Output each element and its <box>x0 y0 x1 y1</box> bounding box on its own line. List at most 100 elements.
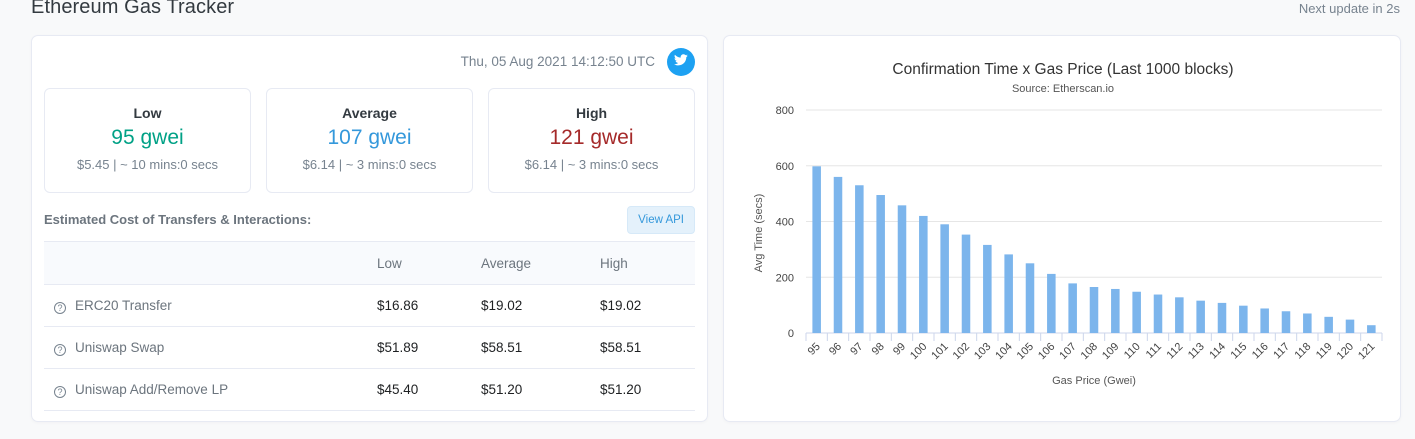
cell-low: $45.40 <box>377 368 481 411</box>
table-row: ? Uniswap Swap $51.89 $58.51 $58.51 <box>44 326 695 369</box>
column-header-low: Low <box>377 241 481 285</box>
column-header-name <box>44 241 377 285</box>
chart-bar[interactable] <box>897 205 907 333</box>
gas-low-value: 95 gwei <box>111 126 184 149</box>
chart-y-tick-label: 400 <box>776 217 794 229</box>
chart-x-tick-label: 103 <box>972 341 993 362</box>
chart-bar[interactable] <box>1047 273 1056 333</box>
chart-x-tick-label: 116 <box>1250 341 1271 362</box>
table-header-row: Low Average High <box>44 241 695 285</box>
chart-bar[interactable] <box>1324 316 1333 333</box>
gas-high-label: High <box>575 105 608 121</box>
chart-x-tick-label: 110 <box>1122 341 1143 362</box>
chart-bar[interactable] <box>1260 308 1269 333</box>
chart-bar[interactable] <box>1367 325 1376 333</box>
chart-x-tick-label: 111 <box>1144 341 1164 361</box>
chart-x-tick-label: 107 <box>1057 341 1078 362</box>
gas-average-value: 107 gwei <box>327 126 412 149</box>
question-circle-icon[interactable]: ? <box>54 301 66 314</box>
cell-high: $58.51 <box>600 326 695 369</box>
cost-section-title: Estimated Cost of Transfers & Interactio… <box>44 212 312 227</box>
gas-low-label: Low <box>133 105 162 121</box>
cell-low: $16.86 <box>377 284 481 327</box>
column-header-high: High <box>600 241 695 285</box>
chart-x-axis-label: Gas Price (Gwei) <box>1052 375 1136 387</box>
chart-bar[interactable] <box>833 176 843 333</box>
next-update-text: Next update in 2s <box>1298 1 1400 16</box>
gas-average-sub: $6.14 | ~ 3 mins:0 secs <box>302 157 437 172</box>
chart-bar[interactable] <box>983 244 992 333</box>
chart-x-tick-label: 112 <box>1165 341 1186 362</box>
chart-bar[interactable] <box>1004 254 1013 333</box>
chart-y-tick-label: 200 <box>776 272 794 284</box>
chart-subtitle: Source: Etherscan.io <box>1012 83 1114 95</box>
chart-bar[interactable] <box>1217 302 1227 333</box>
chart-x-tick-label: 95 <box>806 341 823 358</box>
row-name: Uniswap Swap <box>75 339 165 355</box>
gas-chart: Confirmation Time x Gas Price (Last 1000… <box>753 61 1383 387</box>
cell-average: $19.02 <box>481 284 600 327</box>
chart-x-tick-label: 108 <box>1079 341 1100 362</box>
chart-bar[interactable] <box>1303 313 1312 333</box>
chart-x-tick-label: 105 <box>1015 341 1036 362</box>
chart-bar[interactable] <box>1175 297 1184 333</box>
page-title: Ethereum Gas Tracker <box>31 0 235 18</box>
chart-bar[interactable] <box>1025 263 1035 333</box>
chart-title: Confirmation Time x Gas Price (Last 1000… <box>892 61 1233 78</box>
question-circle-icon[interactable]: ? <box>54 343 66 356</box>
row-name: Uniswap Add/Remove LP <box>75 381 229 397</box>
chart-x-tick-label: 117 <box>1271 341 1292 362</box>
gas-high-box: High 121 gwei $6.14 | ~ 3 mins:0 secs <box>488 88 695 193</box>
chart-bar[interactable] <box>1068 283 1077 333</box>
chart-x-tick-label: 114 <box>1207 341 1228 362</box>
chart-x-tick-label: 113 <box>1186 341 1207 362</box>
chart-x-tick-label: 96 <box>827 341 844 358</box>
chart-card: Confirmation Time x Gas Price (Last 1000… <box>723 35 1401 422</box>
chart-x-tick-label: 121 <box>1356 341 1377 362</box>
chart-x-tick-label: 102 <box>951 341 972 362</box>
question-circle-icon[interactable]: ? <box>54 385 66 398</box>
chart-bar[interactable] <box>940 224 949 333</box>
chart-y-tick-label: 600 <box>776 161 794 173</box>
chart-x-tick-label: 106 <box>1036 341 1057 362</box>
chart-bar[interactable] <box>1153 294 1163 333</box>
view-api-button[interactable]: View API <box>627 206 695 234</box>
chart-x-tick-label: 115 <box>1229 341 1250 362</box>
row-name: ERC20 Transfer <box>75 297 172 313</box>
chart-x-tick-label: 98 <box>870 341 887 358</box>
chart-x-tick-label: 120 <box>1335 341 1356 362</box>
chart-bar[interactable] <box>1089 287 1099 333</box>
chart-bar[interactable] <box>1345 319 1355 333</box>
chart-bar[interactable] <box>1132 291 1141 333</box>
gas-high-sub: $6.14 | ~ 3 mins:0 secs <box>524 157 659 172</box>
chart-x-tick-label: 118 <box>1293 341 1314 362</box>
chart-bar[interactable] <box>961 234 971 333</box>
gas-high-value: 121 gwei <box>549 126 634 149</box>
chart-bar[interactable] <box>1239 305 1248 333</box>
chart-x-tick-label: 109 <box>1100 341 1121 362</box>
chart-bar[interactable] <box>812 166 821 333</box>
chart-x-tick-label: 100 <box>908 341 929 362</box>
cell-average: $58.51 <box>481 326 600 369</box>
chart-bar[interactable] <box>919 215 928 333</box>
cost-table: Low Average High ? ERC20 Transfer $16.86 … <box>44 241 695 411</box>
table-row: ? Uniswap Add/Remove LP $45.40 $51.20 $51… <box>44 368 695 411</box>
chart-bar[interactable] <box>1281 311 1291 333</box>
column-header-average: Average <box>481 241 600 285</box>
gas-average-label: Average <box>342 105 397 121</box>
chart-x-tick-label: 97 <box>848 341 865 358</box>
chart-y-tick-label: 800 <box>776 105 794 117</box>
chart-x-tick-label: 99 <box>891 341 908 358</box>
chart-x-tick-label: 101 <box>929 341 950 362</box>
gas-low-box: Low 95 gwei $5.45 | ~ 10 mins:0 secs <box>44 88 251 193</box>
twitter-icon <box>674 53 688 71</box>
twitter-share-button[interactable] <box>667 48 695 76</box>
cell-high: $19.02 <box>600 284 695 327</box>
chart-bar[interactable] <box>876 195 885 333</box>
chart-x-tick-label: 119 <box>1314 341 1335 362</box>
gas-tracker-card: Thu, 05 Aug 2021 14:12:50 UTC Low 95 gwe… <box>31 35 708 422</box>
chart-bar[interactable] <box>1111 288 1120 333</box>
chart-bar[interactable] <box>855 185 864 333</box>
gas-average-box: Average 107 gwei $6.14 | ~ 3 mins:0 secs <box>266 88 473 193</box>
chart-bar[interactable] <box>1196 300 1205 333</box>
